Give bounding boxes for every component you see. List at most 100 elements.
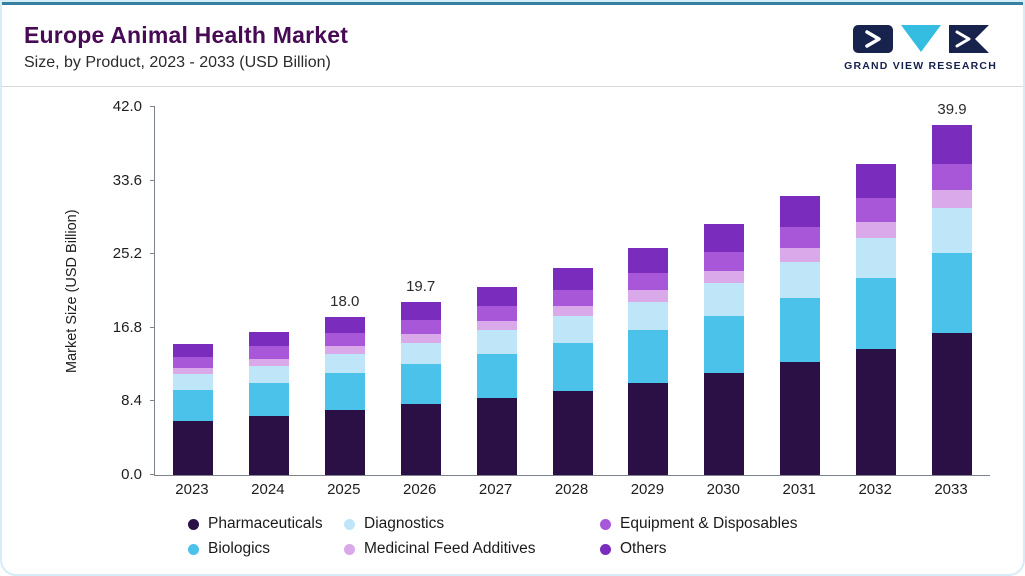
x-tick-label-2023: 2023 [175, 481, 209, 498]
segment-others-2030 [704, 224, 745, 252]
segment-pharmaceuticals-2027 [476, 397, 517, 475]
segment-equipment-disposables-2024 [248, 346, 289, 359]
legend-dot-diagnostics [344, 518, 355, 530]
y-axis-title: Market Size (USD Billion) [64, 209, 80, 373]
y-tick-mark [150, 106, 155, 107]
x-tick-label-2030: 2030 [706, 481, 740, 498]
segment-diagnostics-2032 [856, 237, 897, 278]
legend-label: Others [620, 540, 667, 557]
segment-biologics-2032 [856, 277, 897, 349]
legend-item-biologics: Biologics [188, 540, 344, 558]
legend-item-equipment-disposables: Equipment & Disposables [600, 515, 798, 533]
bar-2033 [932, 125, 973, 475]
bar-2028 [552, 268, 593, 475]
segment-pharmaceuticals-2032 [856, 348, 897, 475]
legend-dot-equipment-disposables [600, 518, 611, 530]
bar-2025 [324, 317, 365, 475]
page-title: Europe Animal Health Market [24, 22, 349, 48]
segment-others-2028 [552, 268, 593, 291]
segment-diagnostics-2026 [400, 342, 441, 364]
segment-diagnostics-2029 [628, 301, 669, 331]
y-axis-ticks: 0.0 8.4 16.8 25.2 33.6 42.0 [90, 87, 142, 487]
segment-diagnostics-2027 [476, 330, 517, 355]
segment-biologics-2030 [704, 315, 745, 374]
segment-medicinal-feed-additives-2024 [248, 358, 289, 366]
segment-pharmaceuticals-2031 [780, 361, 821, 475]
grand-view-research-logo: GRAND VIEW RESEARCH [844, 22, 997, 72]
segment-biologics-2027 [476, 354, 517, 398]
segment-others-2029 [628, 248, 669, 273]
page-subtitle: Size, by Product, 2023 - 2033 (USD Billi… [24, 54, 331, 71]
segment-equipment-disposables-2029 [628, 272, 669, 291]
segment-equipment-disposables-2028 [552, 290, 593, 306]
y-tick-label: 33.6 [112, 171, 142, 189]
segment-equipment-disposables-2023 [172, 356, 213, 369]
segment-diagnostics-2025 [324, 354, 365, 374]
header-divider [2, 86, 1023, 87]
x-tick-label-2027: 2027 [478, 481, 513, 498]
total-label-2025: 18.0 [330, 293, 360, 311]
legend: Pharmaceuticals Diagnostics Equipment & Di… [188, 515, 798, 558]
segment-others-2023 [172, 343, 213, 357]
segment-others-2025 [324, 317, 365, 334]
segment-pharmaceuticals-2023 [172, 420, 213, 475]
segment-diagnostics-2023 [172, 374, 213, 391]
x-tick-label-2024: 2024 [251, 481, 285, 498]
segment-biologics-2033 [932, 253, 973, 334]
segment-diagnostics-2030 [704, 283, 745, 316]
x-tick-label-2032: 2032 [858, 481, 892, 498]
segment-equipment-disposables-2032 [856, 198, 897, 222]
logo-mark-icon [852, 25, 989, 53]
y-tick-label: 25.2 [112, 245, 142, 263]
segment-others-2026 [400, 302, 441, 320]
y-tick-mark [150, 400, 155, 402]
legend-dot-pharmaceuticals [188, 518, 199, 530]
y-tick-label: 0.0 [121, 466, 142, 483]
segment-medicinal-feed-additives-2029 [628, 290, 669, 302]
segment-pharmaceuticals-2028 [552, 390, 593, 475]
y-tick-mark [150, 474, 155, 475]
plot-area: 18.0 19.7 39.9 [150, 101, 990, 476]
segment-pharmaceuticals-2025 [324, 410, 365, 475]
segment-pharmaceuticals-2030 [704, 373, 745, 475]
segment-others-2024 [248, 332, 289, 347]
y-tick-label: 16.8 [112, 318, 142, 336]
x-tick-label-2033: 2033 [934, 481, 968, 498]
segment-pharmaceuticals-2024 [248, 416, 289, 475]
segment-biologics-2029 [628, 330, 669, 383]
bar-2024 [248, 332, 289, 475]
segment-medicinal-feed-additives-2032 [856, 221, 897, 238]
x-tick-label-2028: 2028 [554, 481, 589, 498]
segment-medicinal-feed-additives-2033 [932, 190, 973, 208]
legend-dot-biologics [188, 543, 199, 555]
segment-equipment-disposables-2025 [324, 333, 365, 347]
total-label-2026: 19.7 [406, 278, 436, 296]
y-tick-mark [150, 179, 155, 181]
segment-diagnostics-2031 [780, 262, 821, 299]
bar-2030 [704, 224, 745, 475]
legend-item-others: Others [600, 540, 798, 558]
bar-2032 [856, 164, 897, 475]
bar-2027 [476, 286, 517, 475]
segment-pharmaceuticals-2026 [400, 404, 441, 475]
bar-2029 [628, 248, 669, 475]
x-tick-label-2029: 2029 [630, 481, 665, 498]
segment-diagnostics-2024 [248, 365, 289, 384]
y-tick-label: 42.0 [112, 98, 142, 115]
header: Europe Animal Health Market Size, by Pro… [2, 2, 1023, 80]
legend-dot-others [600, 543, 611, 555]
segment-pharmaceuticals-2029 [628, 383, 669, 475]
x-axis-labels: 2023 2024 2025 2026 2027 2028 2029 2030 2031 2032… [154, 481, 989, 503]
segment-medicinal-feed-additives-2026 [400, 333, 441, 343]
segment-medicinal-feed-additives-2027 [476, 320, 517, 331]
legend-item-pharmaceuticals: Pharmaceuticals [188, 515, 344, 533]
legend-label: Medicinal Feed Additives [364, 540, 536, 557]
segment-biologics-2024 [248, 383, 289, 417]
segment-biologics-2031 [780, 298, 821, 362]
segment-medicinal-feed-additives-2030 [704, 270, 745, 284]
segment-biologics-2023 [172, 390, 213, 421]
segment-others-2031 [780, 196, 821, 228]
segment-pharmaceuticals-2033 [932, 333, 973, 475]
segment-equipment-disposables-2026 [400, 319, 441, 334]
